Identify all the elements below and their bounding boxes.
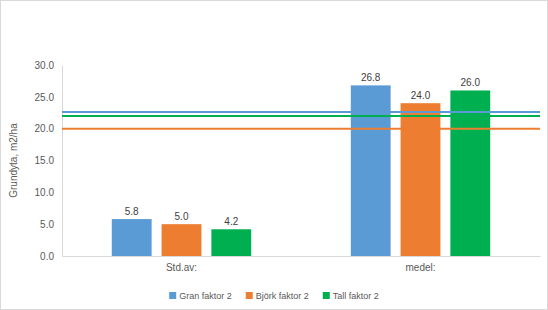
data-label: 26.0 (461, 77, 481, 88)
x-tick-label: medel: (405, 262, 435, 273)
legend-item: Tall faktor 2 (323, 291, 379, 301)
x-tick: Std.av: (166, 256, 197, 273)
legend-label: Björk faktor 2 (256, 291, 309, 301)
x-axis-line (63, 256, 541, 257)
y-tick-label: 25.0 (35, 92, 55, 103)
bar-series (112, 85, 391, 256)
legend-label: Gran faktor 2 (179, 291, 232, 301)
legend-swatch (169, 292, 176, 299)
x-tick: medel: (405, 256, 435, 273)
bar (401, 103, 441, 256)
data-label: 24.0 (411, 90, 431, 101)
y-tick-label: 5.0 (40, 219, 54, 230)
y-tick-label: 15.0 (35, 155, 55, 166)
x-tick-label: Std.av: (166, 262, 197, 273)
y-tick-label: 20.0 (35, 123, 55, 134)
y-axis-line (62, 66, 63, 257)
bar (351, 85, 391, 256)
legend-swatch (246, 292, 253, 299)
bar (162, 224, 202, 256)
reference-line (62, 115, 540, 117)
reference-line (62, 111, 540, 113)
data-label: 4.2 (224, 216, 238, 227)
y-tick-label: 10.0 (35, 187, 55, 198)
legend: Gran faktor 2 Björk faktor 2 Tall faktor 2 (169, 291, 379, 301)
legend-item: Björk faktor 2 (246, 291, 309, 301)
plot: 0.0 5.0 10.0 15.0 20.0 25.0 30.0 Std.av: medel: 5… (35, 60, 541, 273)
data-labels: 5.8 26.8 5.0 24.0 4.2 26.0 (125, 72, 481, 227)
reference-line (62, 128, 540, 130)
y-tick: 25.0 (35, 92, 62, 103)
chart: 0.0 5.0 10.0 15.0 20.0 25.0 30.0 Std.av: medel: 5… (0, 0, 548, 310)
data-label: 5.0 (175, 211, 189, 222)
legend-label: Tall faktor 2 (333, 291, 379, 301)
y-tick: 20.0 (35, 123, 62, 134)
legend-swatch (323, 292, 330, 299)
data-label: 5.8 (125, 206, 139, 217)
x-axis: Std.av: medel: (63, 256, 541, 273)
y-tick: 0.0 (40, 251, 62, 262)
legend-item: Gran faktor 2 (169, 291, 232, 301)
bar (211, 229, 251, 256)
y-tick: 5.0 (40, 219, 62, 230)
y-axis-title: Grundyta, m2/ha (8, 123, 19, 198)
y-tick: 15.0 (35, 155, 62, 166)
marks (62, 85, 540, 256)
y-axis: 0.0 5.0 10.0 15.0 20.0 25.0 30.0 (35, 60, 63, 262)
y-tick: 30.0 (35, 60, 62, 71)
bar (112, 219, 152, 256)
chart-frame (1, 1, 548, 310)
y-tick: 10.0 (35, 187, 62, 198)
y-tick-label: 0.0 (40, 251, 54, 262)
y-tick-label: 30.0 (35, 60, 55, 71)
bar-series (162, 103, 441, 256)
data-label: 26.8 (361, 72, 381, 83)
